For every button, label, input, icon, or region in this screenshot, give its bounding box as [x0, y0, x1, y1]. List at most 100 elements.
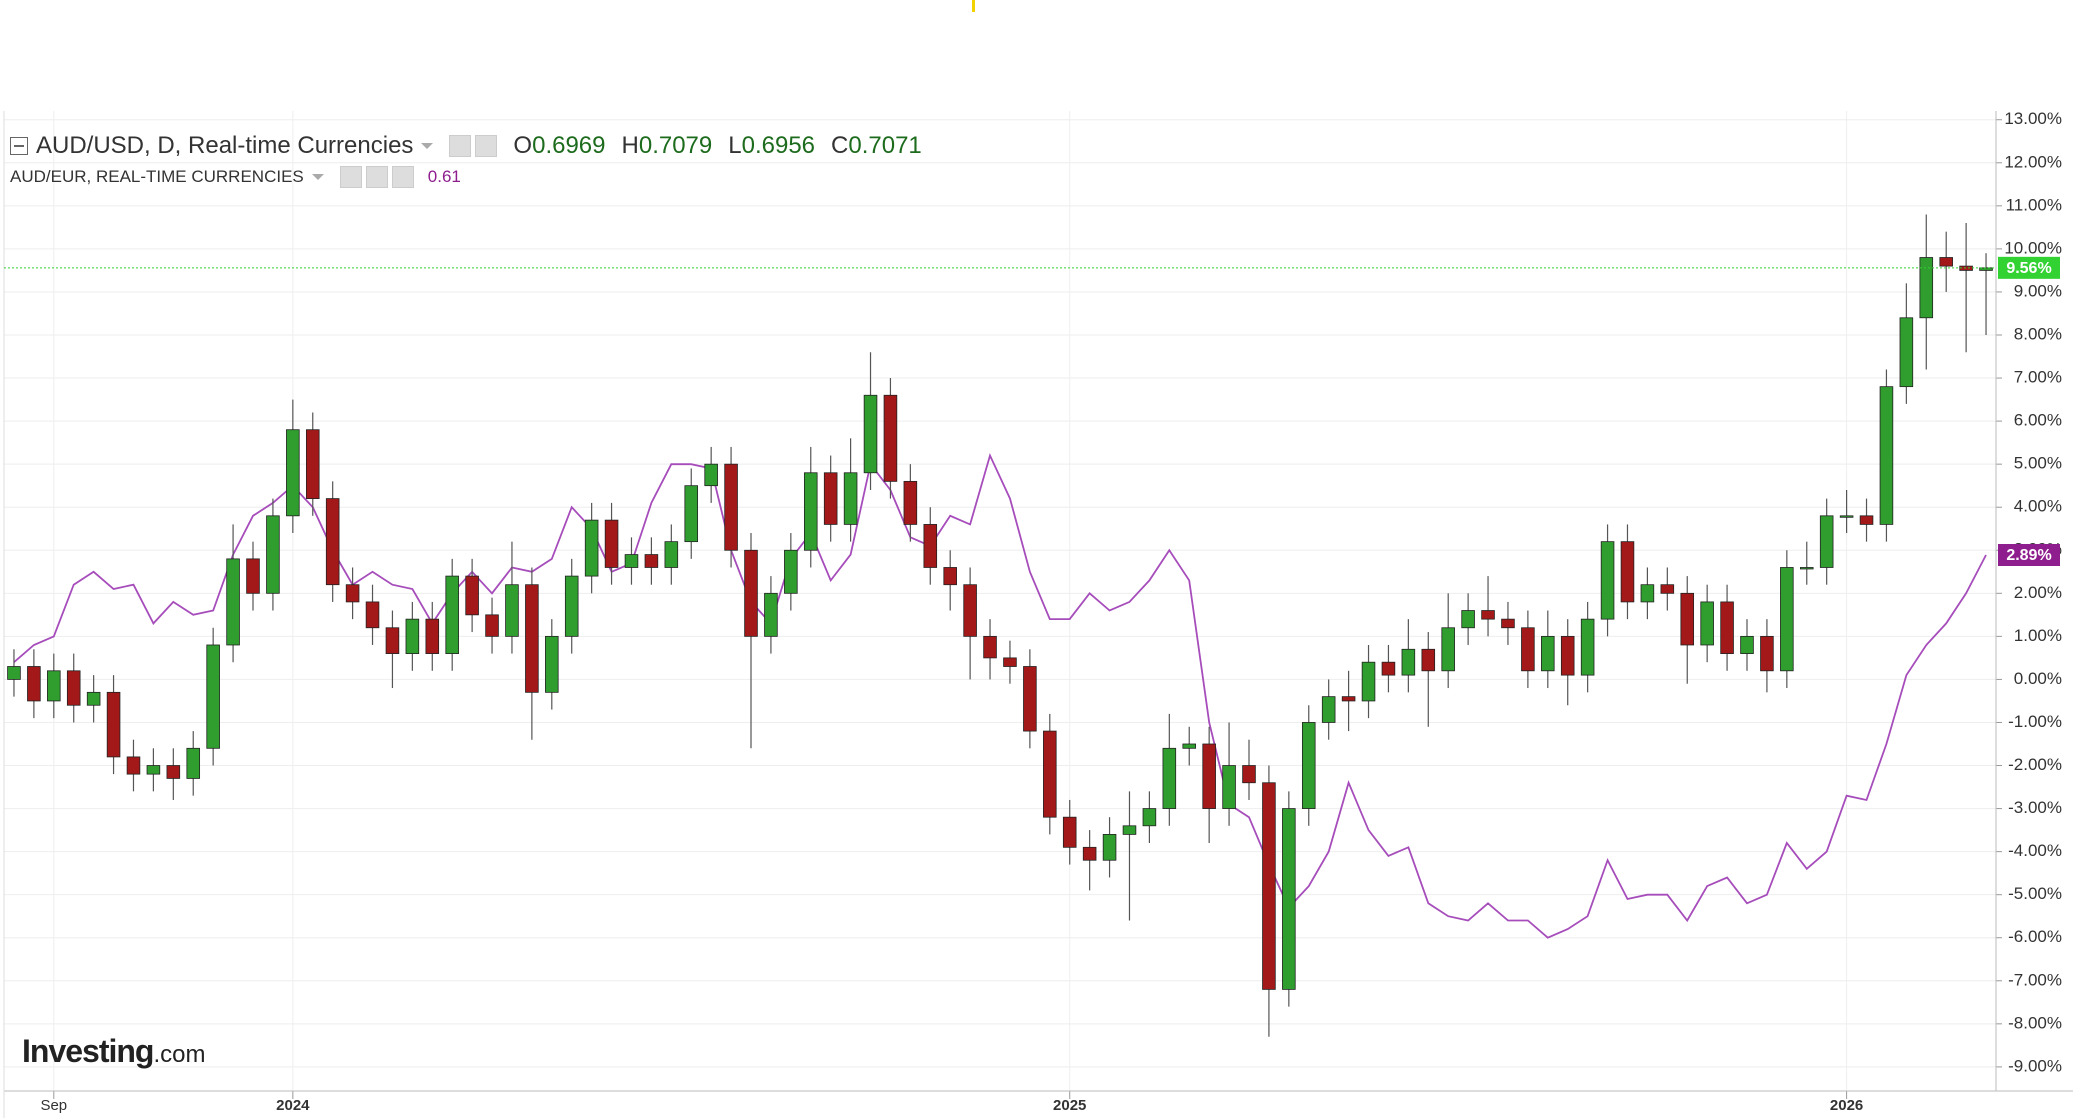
y-tick-label: -7.00% — [2008, 970, 2062, 989]
candle-body — [1660, 584, 1675, 594]
candle-body — [1122, 825, 1137, 835]
candle-body — [1799, 567, 1814, 570]
candle-body — [226, 558, 240, 646]
x-tick-label: 2024 — [276, 1097, 310, 1114]
last-price-box — [1998, 256, 2060, 279]
candle-body — [345, 584, 360, 603]
settings-icon[interactable] — [475, 135, 498, 157]
y-tick-label: -8.00% — [2008, 1013, 2062, 1032]
visibility-icon[interactable] — [449, 135, 472, 157]
candle-body — [1321, 696, 1336, 723]
candle-body — [1043, 730, 1057, 818]
candle-body — [1720, 601, 1734, 654]
candle-body — [106, 691, 121, 758]
candle-body — [684, 485, 699, 543]
y-tick-label: 6.00% — [2014, 411, 2062, 430]
candle-body — [1501, 618, 1515, 629]
candle-body — [764, 592, 778, 637]
candle-body — [1740, 635, 1754, 654]
plot-area — [4, 111, 1996, 1091]
ohlc-value: 0.7079 — [638, 132, 713, 159]
remove-icon[interactable] — [391, 166, 414, 188]
candle-body — [1541, 635, 1555, 672]
y-tick-label: 7.00% — [2014, 368, 2062, 387]
y-tick-label: -4.00% — [2008, 841, 2062, 860]
y-tick-label: 2.00% — [2014, 583, 2062, 602]
y-tick-label: 4.00% — [2014, 497, 2062, 516]
candle-body — [1003, 657, 1017, 667]
candle-body — [624, 554, 639, 568]
settings-icon[interactable] — [365, 166, 388, 188]
candle-body — [724, 463, 738, 551]
candle-body — [1361, 661, 1376, 702]
candle-body — [1979, 267, 1993, 271]
candle-body — [325, 498, 340, 586]
candle-body — [744, 549, 758, 637]
candle-body — [146, 765, 161, 775]
x-tick-label: 2026 — [1830, 1097, 1863, 1114]
candle-body — [1062, 816, 1077, 848]
candle-body — [823, 472, 838, 525]
candle-body — [1760, 635, 1774, 672]
last-price-label: 9.56% — [2006, 260, 2051, 277]
candle-body — [923, 524, 938, 568]
candle-body — [1560, 635, 1575, 676]
watermark-suffix: .com — [153, 1041, 206, 1068]
candle-body — [1222, 765, 1236, 809]
candle-body — [27, 666, 41, 702]
candle-body — [843, 472, 858, 525]
y-tick-label: -2.00% — [2008, 755, 2062, 774]
candle-body — [1481, 610, 1495, 620]
candle-body — [1640, 584, 1655, 603]
y-tick-label: 12.00% — [2004, 152, 2062, 171]
overlay-legend: AUD/EUR, REAL-TIME CURRENCIES 0.61 — [10, 166, 461, 188]
candle-body — [1301, 722, 1316, 809]
candle-body — [1182, 743, 1197, 749]
candle-body — [1282, 808, 1296, 990]
candle-body — [266, 515, 280, 594]
y-tick-label: 1.00% — [2014, 626, 2062, 645]
y-tick-label: -9.00% — [2008, 1056, 2062, 1075]
candle-body — [1242, 765, 1256, 784]
collapse-icon[interactable] — [10, 137, 28, 155]
candle-body — [1441, 627, 1455, 672]
y-tick-label: 5.00% — [2014, 454, 2062, 473]
y-tick-label: -5.00% — [2008, 884, 2062, 903]
x-tick-label: 2025 — [1053, 1097, 1086, 1114]
candle-body — [943, 567, 957, 586]
candle-body — [365, 601, 380, 629]
y-tick-label: 9.00% — [2014, 281, 2062, 300]
candle-body — [1600, 541, 1615, 620]
visibility-icon[interactable] — [339, 166, 362, 188]
candle-body — [445, 575, 459, 654]
candle-body — [126, 756, 141, 775]
candle-body — [1102, 834, 1117, 861]
candle-body — [644, 554, 659, 568]
candle-body — [1202, 743, 1216, 809]
overlay-value: 0.61 — [427, 167, 461, 186]
y-tick-label: -3.00% — [2008, 798, 2062, 817]
candle-body — [883, 394, 898, 482]
candle-body — [1262, 782, 1276, 990]
candle-body — [863, 394, 878, 474]
candle-body — [1401, 648, 1416, 676]
candle-body — [1162, 747, 1177, 809]
candle-body — [604, 519, 619, 568]
candle-body — [246, 558, 260, 594]
candle-body — [1341, 696, 1356, 702]
candle-body — [166, 765, 181, 779]
candle-body — [86, 691, 101, 706]
dropdown[interactable] — [421, 143, 434, 149]
y-tick-label: 13.00% — [2004, 109, 2062, 128]
candle-body — [584, 519, 599, 577]
candle-body — [286, 429, 300, 517]
series-title: AUD/USD, D, Real-time Currencies — [36, 132, 414, 159]
candle-body — [1023, 666, 1037, 732]
dropdown[interactable] — [311, 174, 324, 180]
candle-body — [1620, 541, 1635, 603]
candle-body — [1680, 592, 1695, 646]
candle-body — [1580, 618, 1595, 676]
candle-body — [465, 575, 479, 616]
y-tick-label: 10.00% — [2004, 238, 2062, 257]
